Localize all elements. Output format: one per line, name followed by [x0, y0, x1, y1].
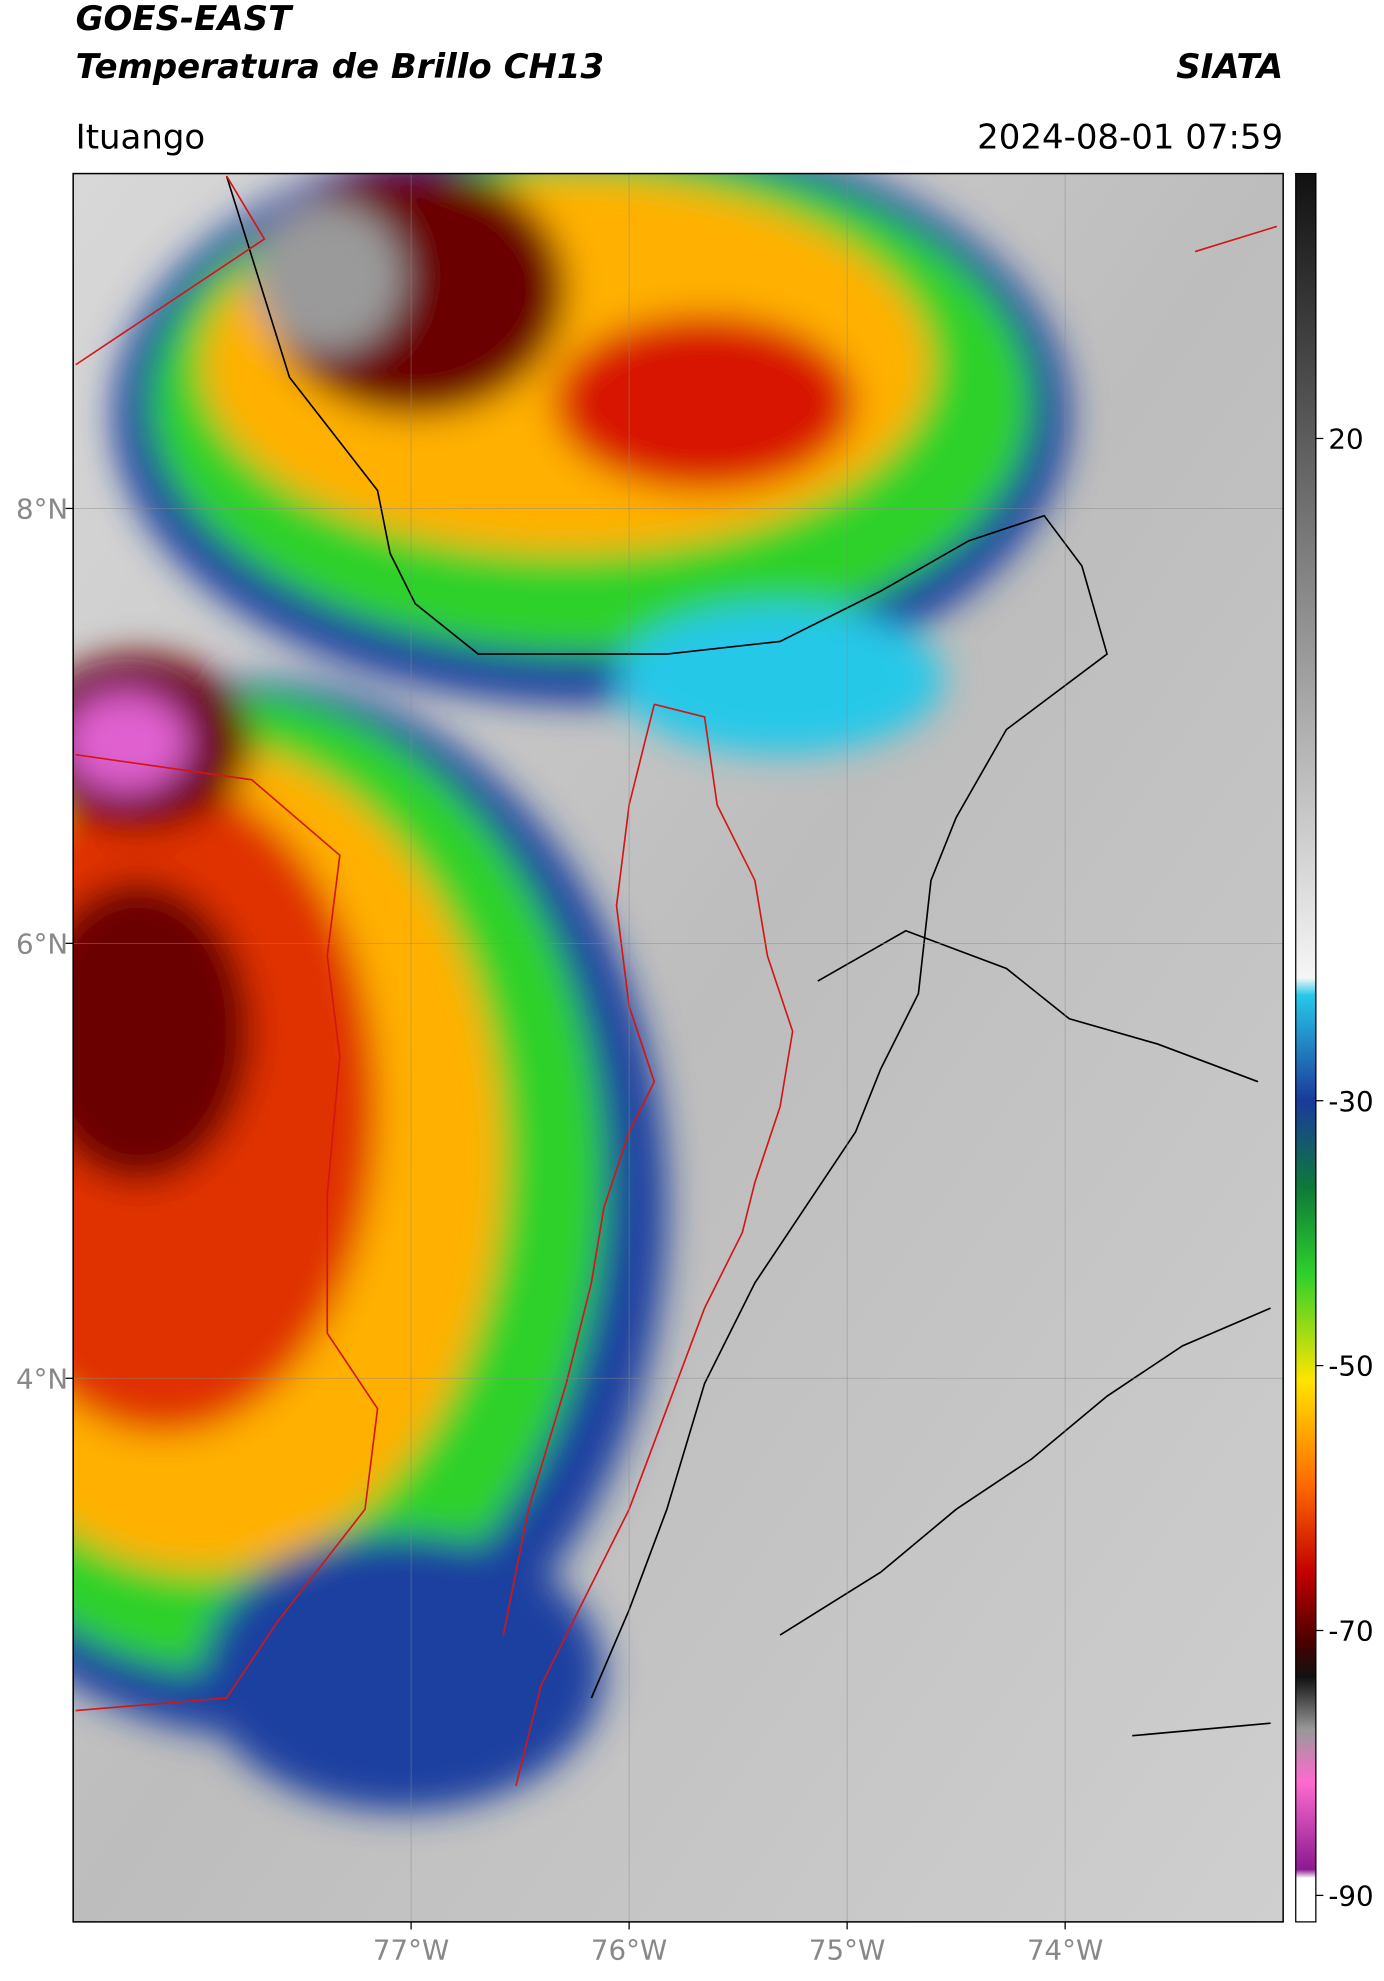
- y-tick-label: 8°N: [16, 493, 68, 526]
- datetime: 2024-08-01 07:59: [977, 117, 1283, 157]
- colorbar-tick-label: -70: [1328, 1615, 1373, 1648]
- colorbar-tick-label: 20: [1328, 423, 1363, 456]
- satellite-image: [73, 173, 1284, 1922]
- location: Ituango: [76, 117, 206, 157]
- y-tick-label: 4°N: [16, 1362, 68, 1395]
- colorbar-tick-label: -90: [1328, 1879, 1373, 1912]
- x-tick-label: 77°W: [373, 1934, 449, 1967]
- colorbar-tick-label: -30: [1328, 1085, 1373, 1118]
- grid: [73, 173, 1284, 1922]
- colorbar-tick-label: -50: [1328, 1350, 1373, 1383]
- map-frame: [72, 172, 1284, 1923]
- subtitle: Temperatura de Brillo CH13: [76, 47, 604, 87]
- title: GOES-EAST: [76, 0, 294, 39]
- x-tick-label: 76°W: [591, 1934, 667, 1967]
- y-tick-label: 6°N: [16, 927, 68, 960]
- colorbar: [1295, 172, 1317, 1923]
- x-tick-label: 75°W: [809, 1934, 885, 1967]
- x-tick-label: 74°W: [1027, 1934, 1103, 1967]
- organization: SIATA: [1176, 47, 1283, 87]
